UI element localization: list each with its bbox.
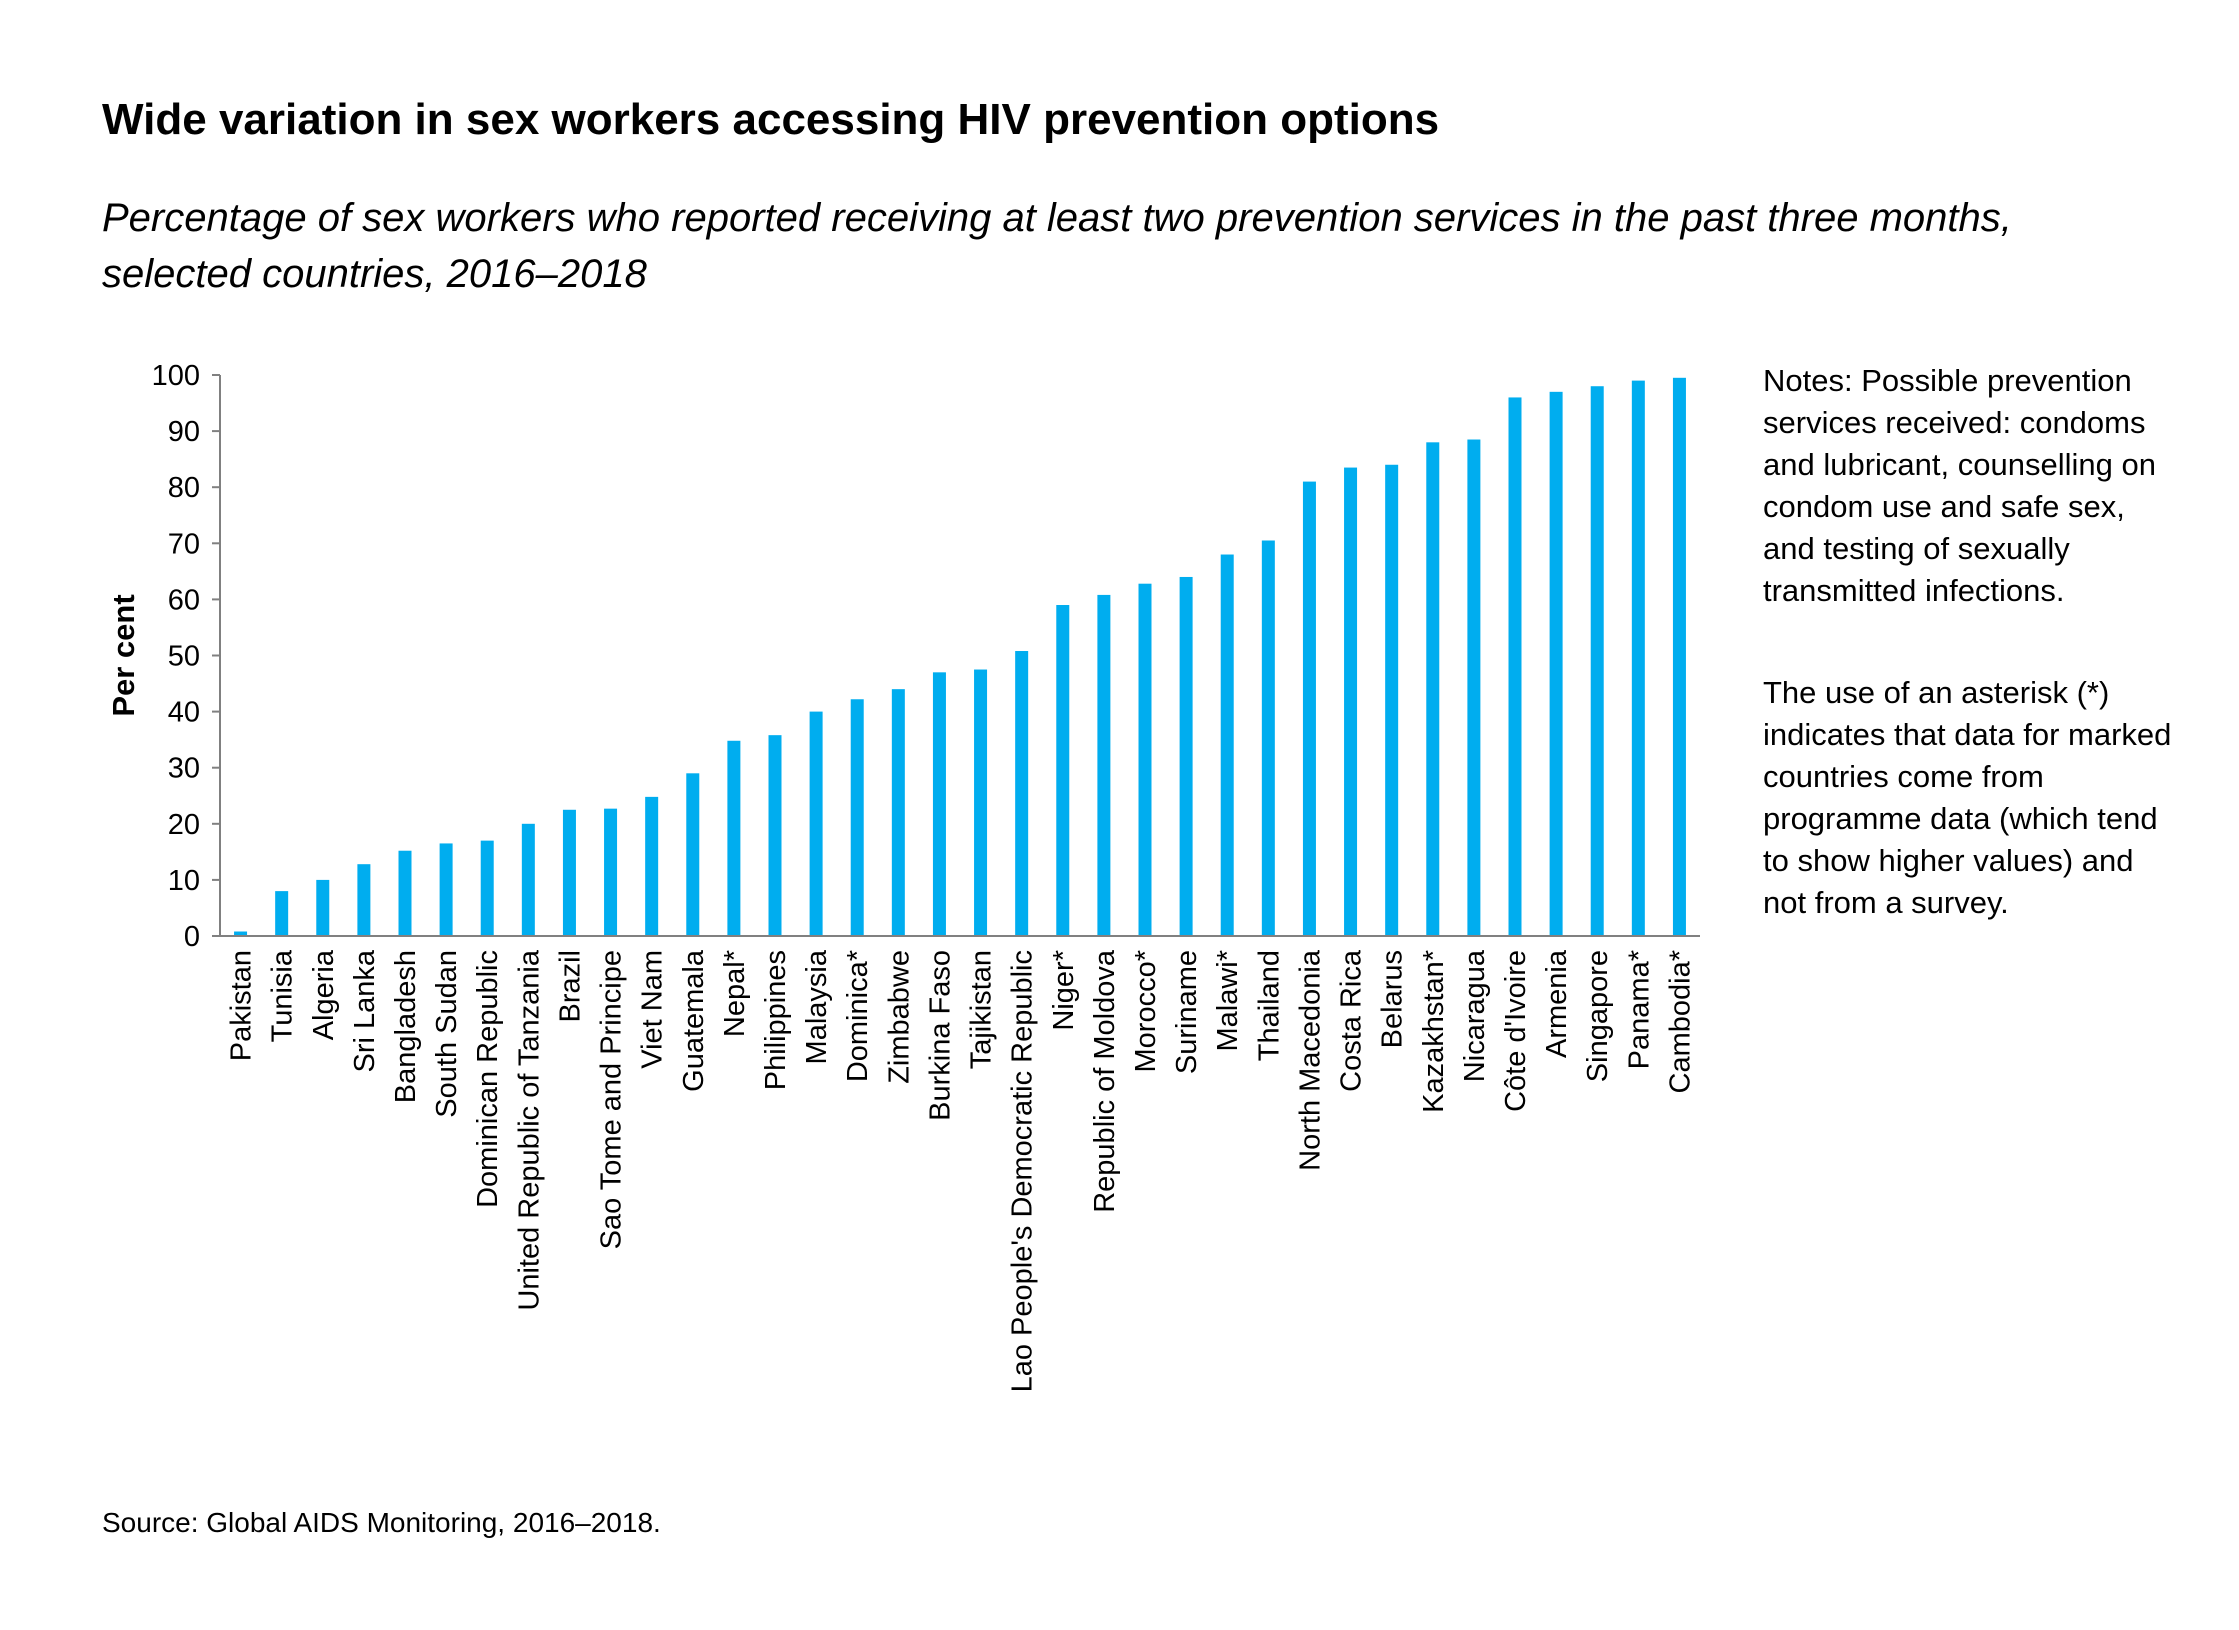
x-category-label: Suriname — [1171, 950, 1203, 1074]
bar — [357, 864, 371, 936]
bar — [809, 711, 823, 936]
x-category-label: Burkina Faso — [924, 950, 956, 1121]
y-tick-label: 10 — [168, 865, 200, 897]
y-tick-label: 40 — [168, 697, 200, 729]
x-category-label: Thailand — [1253, 950, 1285, 1061]
bar — [398, 850, 412, 936]
bar — [1631, 380, 1645, 936]
bar — [1056, 605, 1070, 936]
x-category-label: Nepal* — [719, 950, 751, 1037]
source-note: Source: Global AIDS Monitoring, 2016–201… — [102, 1507, 661, 1538]
asterisk-note: The use of an asterisk (*) indicates tha… — [1763, 675, 2172, 920]
x-category-label: United Republic of Tanzania — [513, 949, 545, 1310]
bar — [850, 699, 864, 936]
bar — [1302, 481, 1316, 936]
bar — [891, 689, 905, 936]
y-tick-label: 0 — [184, 921, 200, 953]
bar — [686, 773, 700, 936]
x-category-label: Philippines — [760, 950, 792, 1090]
bar — [1426, 442, 1440, 936]
x-category-label: Dominica* — [842, 950, 874, 1082]
y-tick-label: 30 — [168, 753, 200, 785]
x-category-label: South Sudan — [431, 950, 463, 1118]
y-axis-ticks: 0 10 20 30 40 50 60 70 80 90 100 — [152, 360, 220, 953]
y-tick-label: 60 — [168, 584, 200, 616]
x-category-label: Panama* — [1623, 950, 1655, 1069]
bars — [234, 377, 1686, 937]
x-category-label: Malawi* — [1212, 950, 1244, 1052]
x-category-label: Lao People's Democratic Republic — [1007, 950, 1039, 1392]
bar — [1508, 397, 1522, 936]
bar — [768, 735, 782, 936]
y-tick-label: 100 — [152, 360, 200, 392]
bar — [1138, 583, 1152, 936]
x-category-label: Cambodia* — [1664, 950, 1696, 1093]
bar — [932, 672, 946, 936]
y-tick-label: 20 — [168, 809, 200, 841]
x-category-label: Bangladesh — [390, 950, 422, 1103]
bar — [1672, 377, 1686, 936]
y-tick-label: 80 — [168, 472, 200, 504]
bar — [562, 809, 576, 936]
x-category-label: Kazakhstan* — [1418, 950, 1450, 1113]
x-category-label: Dominican Republic — [472, 950, 504, 1208]
bar — [480, 840, 494, 936]
bar — [521, 823, 535, 936]
bar — [1344, 467, 1358, 936]
x-category-label: Guatemala — [678, 949, 710, 1092]
chart-title: Wide variation in sex workers accessing … — [102, 95, 1440, 144]
bar — [604, 808, 618, 936]
notes-panel: Notes: Possible prevention services rece… — [1763, 360, 2183, 984]
x-category-label: Armenia — [1541, 949, 1573, 1058]
bar — [1097, 594, 1111, 936]
bar — [974, 669, 988, 936]
x-category-label: Tunisia — [267, 949, 299, 1042]
y-tick-label: 70 — [168, 528, 200, 560]
y-tick-label: 50 — [168, 641, 200, 673]
bar — [727, 740, 741, 936]
bar — [1015, 651, 1029, 936]
y-tick-label: 90 — [168, 416, 200, 448]
x-category-label: Algeria — [308, 949, 340, 1040]
y-axis-label: Per cent — [106, 594, 141, 716]
x-category-label: Zimbabwe — [883, 950, 915, 1084]
bar — [1220, 554, 1234, 936]
x-category-label: Brazil — [554, 950, 586, 1023]
x-category-label: Singapore — [1582, 950, 1614, 1082]
x-category-label: Republic of Moldova — [1089, 949, 1121, 1213]
bar — [1549, 391, 1563, 937]
bar — [234, 931, 248, 936]
x-axis-category-labels: Pakistan Tunisia Algeria Sri Lanka Banglades… — [226, 949, 1697, 1392]
bar — [1385, 464, 1399, 936]
bar — [439, 843, 453, 936]
x-category-label: Pakistan — [226, 950, 258, 1061]
x-category-label: Costa Rica — [1336, 949, 1368, 1092]
x-category-label: Nicaragua — [1459, 949, 1491, 1082]
x-category-label: North Macedonia — [1294, 949, 1326, 1171]
bar — [275, 891, 289, 936]
x-category-label: Sao Tome and Principe — [596, 950, 628, 1249]
x-category-label: Belarus — [1377, 950, 1409, 1048]
chart-subtitle: Percentage of sex workers who reported r… — [102, 196, 2012, 296]
bar — [1467, 439, 1481, 936]
bar — [645, 796, 659, 936]
bar — [1179, 576, 1193, 936]
bar — [1590, 386, 1604, 937]
x-category-label: Sri Lanka — [349, 949, 381, 1072]
x-category-label: Viet Nam — [637, 950, 669, 1069]
x-category-label: Niger* — [1048, 950, 1080, 1031]
x-category-label: Malaysia — [801, 949, 833, 1064]
x-category-label: Côte d'Ivoire — [1500, 950, 1532, 1112]
bar — [316, 879, 330, 936]
notes-text: Notes: Possible prevention services rece… — [1763, 363, 2156, 608]
x-category-label: Tajikistan — [966, 950, 998, 1069]
x-category-label: Morocco* — [1130, 950, 1162, 1073]
bar — [1261, 540, 1275, 936]
